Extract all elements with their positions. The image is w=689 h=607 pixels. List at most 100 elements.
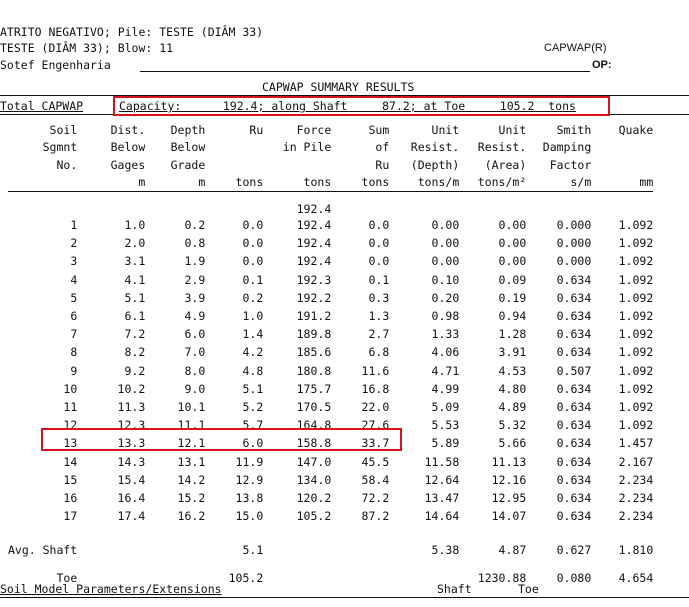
table-cell: 6.0 — [242, 436, 264, 451]
table-cell: 11 — [63, 399, 78, 414]
table-cell: 13.3 — [117, 436, 146, 451]
table-cell — [8, 192, 77, 217]
table-cell: 0.09 — [498, 272, 527, 287]
column-header-cell: tons — [263, 173, 332, 192]
table-cell: 4.89 — [498, 399, 527, 414]
table-cell: 0.080 — [556, 571, 592, 586]
table-cell: 105.2 — [228, 571, 264, 586]
table-cell: 180.8 — [296, 363, 332, 378]
column-header-cell — [591, 156, 653, 174]
table-cell: 0.634 — [556, 436, 592, 451]
table-cell: 5.38 — [431, 543, 460, 558]
table-cell: 0.634 — [556, 345, 592, 360]
table-cell: 1.092 — [618, 381, 654, 396]
column-header-cell: Quake — [618, 122, 654, 137]
column-header-cell: Ru — [249, 122, 264, 137]
table-cell: 58.4 — [361, 472, 390, 487]
table-cell: 14.2 — [177, 472, 206, 487]
table-cell: 192.2 — [296, 290, 332, 305]
table-cell: 4.9 — [184, 309, 206, 324]
table-cell: 12.95 — [491, 490, 527, 505]
program-label: CAPWAP(R) — [544, 42, 607, 54]
column-header-cell: in Pile — [282, 140, 332, 155]
table-cell: 1.28 — [498, 327, 527, 342]
table-cell: 11.3 — [117, 399, 146, 414]
table-cell: 10 — [63, 381, 78, 396]
column-header-cell: No. — [56, 157, 78, 172]
table-cell: 1 — [70, 218, 78, 233]
table-cell: 4.53 — [498, 363, 527, 378]
table-cell — [77, 192, 145, 217]
table-cell: 192.4 — [296, 254, 332, 269]
column-header-cell: Grade — [170, 157, 206, 172]
capacity-highlight-box — [113, 96, 610, 116]
table-cell: 4.99 — [431, 381, 460, 396]
table-cell: Toe — [56, 571, 78, 586]
table-cell: 3 — [70, 254, 78, 269]
table-row: 17 17.4 16.2 15.0 105.2 87.2 14.64 14.07 0.634 2.… — [8, 507, 653, 525]
table-cell: 7.0 — [184, 345, 206, 360]
column-header-cell: Sgmnt — [42, 140, 78, 155]
capacity-values: Capacity: 192.4; along Shaft 87.2; at To… — [119, 99, 576, 113]
column-header-cell: Unit — [431, 122, 460, 137]
table-row: 16 16.4 15.2 13.8 120.2 72.2 13.47 12.95 0.634 2.… — [8, 489, 653, 507]
table-cell: 2.167 — [618, 454, 654, 469]
table-cell: 11.6 — [361, 363, 390, 378]
column-header-cell: Factor — [549, 157, 592, 172]
column-header-cell: of — [375, 140, 390, 155]
table-cell: 22.0 — [361, 399, 390, 414]
table-cell: 0.000 — [556, 218, 592, 233]
table-cell: 0.634 — [556, 327, 592, 342]
table-cell: 12.9 — [235, 472, 264, 487]
table-cell: 2 — [70, 236, 78, 251]
summary-table: Soil Dist. Depth Ru Force Sum Unit Unit Smith Qua… — [8, 121, 654, 586]
table-cell — [591, 192, 653, 217]
column-header-cell: Smith — [556, 122, 592, 137]
table-cell: 5.1 — [124, 290, 146, 305]
table-row: 10 10.2 9.0 5.1 175.7 16.8 4.99 4.80 0.634 1.092 — [8, 380, 653, 398]
table-cell: 6.8 — [368, 345, 390, 360]
table-cell: 8.2 — [124, 345, 146, 360]
footer-toe-label: Toe — [518, 582, 539, 596]
table-cell: 0.634 — [556, 454, 592, 469]
segment-13-highlight-box — [41, 428, 402, 451]
table-cell: 0.98 — [431, 309, 460, 324]
table-cell: 33.7 — [361, 436, 390, 451]
table-cell: 15.4 — [117, 472, 146, 487]
table-cell: 191.2 — [296, 309, 332, 324]
table-cell: 2.7 — [368, 327, 390, 342]
table-cell: 192.3 — [296, 272, 332, 287]
table-cell: 1.092 — [618, 345, 654, 360]
column-header-cell: s/m — [526, 173, 592, 192]
table-row: 2 2.0 0.8 0.0 192.4 0.0 0.00 0.00 0.000 1.092 — [8, 234, 653, 252]
table-cell: 0.00 — [498, 254, 527, 269]
table-cell: 15.0 — [235, 509, 264, 524]
table-header: Soil Dist. Depth Ru Force Sum Unit Unit Smith Qua… — [8, 121, 654, 192]
column-header-cell — [8, 173, 78, 192]
table-cell: 1.092 — [618, 218, 654, 233]
table-cell: 1.457 — [618, 436, 654, 451]
table-cell — [526, 192, 591, 217]
column-header-cell: Depth — [170, 122, 206, 137]
title-rule-top — [0, 95, 689, 96]
table-cell: 0.00 — [431, 236, 460, 251]
table-cell: 170.5 — [296, 399, 332, 414]
table-cell: 1.092 — [618, 418, 654, 433]
table-cell: 1.092 — [618, 272, 654, 287]
table-cell: 0.634 — [556, 472, 592, 487]
table-cell: 158.8 — [296, 436, 332, 451]
table-cell: 3.9 — [184, 290, 206, 305]
header-row: m m tons tons tons tons/m tons/m² s/m mm — [8, 173, 654, 192]
table-cell: 134.0 — [296, 472, 332, 487]
table-cell: 14.07 — [491, 509, 527, 524]
table-cell: 0.634 — [556, 381, 592, 396]
column-header-cell: Force — [296, 122, 332, 137]
table-cell — [331, 525, 389, 557]
table-cell: 1.092 — [618, 236, 654, 251]
column-header-cell: Below — [110, 140, 146, 155]
table-cell: 11.13 — [491, 454, 527, 469]
table-cell: 14.64 — [424, 509, 460, 524]
table-cell: 5.1 — [242, 543, 264, 558]
table-cell: 15 — [63, 472, 78, 487]
column-header-cell: Below — [170, 140, 206, 155]
